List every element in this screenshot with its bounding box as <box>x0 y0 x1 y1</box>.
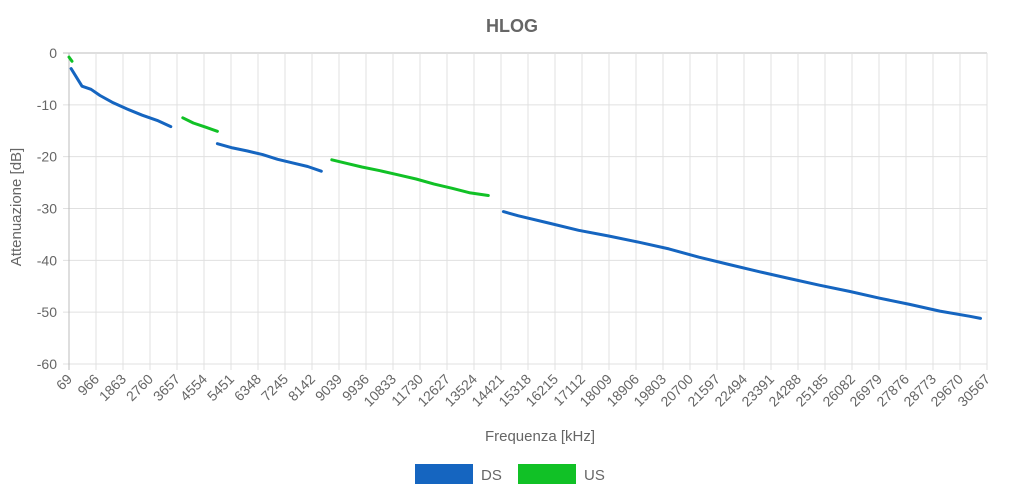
series-line-us <box>181 116 219 133</box>
series-line-ds <box>501 210 982 320</box>
x-tick-label: 9039 <box>312 371 345 404</box>
y-tick-label: -10 <box>37 97 57 113</box>
y-axis-ticks: 0 -10 -20 -30 -40 -50 -60 <box>37 45 57 372</box>
legend-swatch <box>518 464 576 484</box>
y-tick-label: -30 <box>37 201 57 217</box>
legend-label: US <box>584 467 605 484</box>
x-tick-label: 1863 <box>96 371 129 404</box>
series-line-us <box>67 55 74 63</box>
y-tick-label: -20 <box>37 149 57 165</box>
y-tick-label: 0 <box>49 45 57 61</box>
y-tick-label: -60 <box>37 356 57 372</box>
legend-label: DS <box>481 467 502 484</box>
x-tick-label: 5451 <box>204 371 237 404</box>
legend: DS US <box>415 464 605 484</box>
x-tick-label: 7245 <box>258 371 291 404</box>
x-axis-title: Frequenza [kHz] <box>485 428 595 445</box>
y-tick-label: -40 <box>37 252 57 268</box>
legend-swatch <box>415 464 473 484</box>
data-series <box>67 55 982 320</box>
y-tick-label: -50 <box>37 304 57 320</box>
series-ds <box>69 67 982 320</box>
x-tick-label: 8142 <box>285 371 318 404</box>
series-line-us <box>330 158 490 197</box>
legend-item-ds[interactable]: DS <box>415 464 502 484</box>
x-tick-label: 3657 <box>150 371 183 404</box>
series-line-ds <box>215 142 323 173</box>
y-axis-title: Attenuazione [dB] <box>8 148 25 266</box>
legend-item-us[interactable]: US <box>518 464 605 484</box>
x-tick-label: 6348 <box>231 371 264 404</box>
grid <box>63 52 988 370</box>
series-us <box>67 55 490 197</box>
series-line-ds <box>69 67 173 129</box>
x-tick-label: 4554 <box>177 371 210 404</box>
x-tick-label: 2760 <box>123 371 156 404</box>
x-tick-label: 69 <box>53 371 75 393</box>
chart-title: HLOG <box>486 16 538 36</box>
x-axis-ticks: 69 96618632760365745545451634872458142903… <box>53 371 993 410</box>
